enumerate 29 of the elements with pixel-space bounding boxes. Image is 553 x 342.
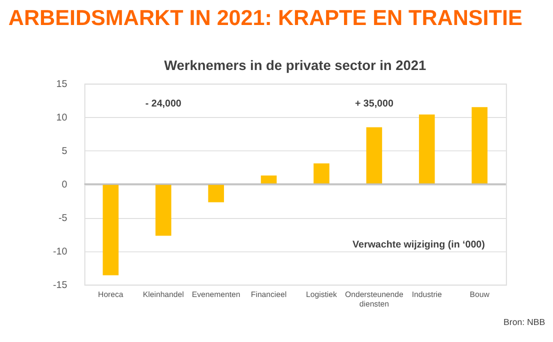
bar xyxy=(260,175,277,184)
y-tick-label: -10 xyxy=(52,246,68,258)
bar xyxy=(208,184,224,202)
x-tick-label: Industrie xyxy=(412,290,442,299)
x-tick-label: Horeca xyxy=(98,290,124,299)
y-tick-label: 10 xyxy=(56,112,68,124)
bar xyxy=(102,184,119,276)
bar xyxy=(155,184,172,236)
bar xyxy=(314,163,330,184)
y-tick-label: -15 xyxy=(52,280,68,292)
y-tick-label: 5 xyxy=(62,146,68,158)
bar xyxy=(418,114,435,184)
bar xyxy=(472,107,488,184)
x-tick-label: Ondersteunende diensten xyxy=(345,290,404,309)
x-tick-label: Kleinhandel xyxy=(142,290,184,299)
x-tick-label: Financieel xyxy=(250,290,287,299)
x-tick-label: Bouw xyxy=(470,290,490,299)
chart-title: ARBEIDSMARKT IN 2021: KRAPTE EN TRANSITIE xyxy=(8,4,522,30)
x-tick-label: Evenementen xyxy=(192,290,240,299)
annotation: - 24,000 xyxy=(145,98,182,110)
annotation: + 35,000 xyxy=(354,98,394,110)
bar xyxy=(366,127,382,184)
x-tick-label: Logistiek xyxy=(306,290,338,299)
text: Bron: NBB xyxy=(504,316,546,327)
y-tick-label: -5 xyxy=(58,213,68,224)
y-tick-label: 0 xyxy=(62,180,68,191)
annotation: Verwachte wijziging (in ‘000) xyxy=(352,239,485,250)
y-tick-label: 15 xyxy=(56,79,68,90)
chart-subtitle: Werknemers in de private sector in 2021 xyxy=(164,58,427,73)
